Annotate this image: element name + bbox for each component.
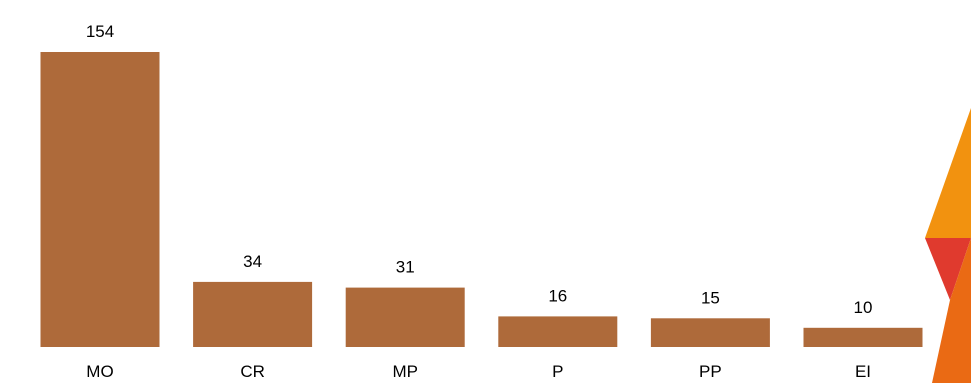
value-label-ei: 10	[854, 298, 873, 317]
bar-cr	[193, 281, 313, 347]
category-label-mo: MO	[86, 362, 113, 381]
decor-shape-bottom	[932, 238, 971, 383]
bar-p	[498, 316, 618, 347]
category-label-ei: EI	[855, 362, 871, 381]
value-label-pp: 15	[701, 288, 720, 307]
category-label-pp: PP	[699, 362, 722, 381]
category-label-p: P	[552, 362, 563, 381]
category-labels-group: MO CR MP P PP EI	[86, 362, 871, 381]
value-label-mp: 31	[396, 258, 415, 277]
category-label-mp: MP	[392, 362, 418, 381]
bar-mo	[40, 52, 160, 347]
value-label-mo: 154	[86, 22, 114, 41]
value-label-p: 16	[548, 286, 567, 305]
bar-mp	[345, 287, 465, 347]
value-label-cr: 34	[243, 252, 262, 271]
category-label-cr: CR	[240, 362, 265, 381]
bar-ei	[803, 327, 923, 347]
bars-group	[40, 52, 923, 347]
decor-shape-top	[925, 108, 971, 238]
bar-pp	[650, 318, 770, 347]
decor-shape-middle	[925, 238, 971, 300]
decorative-shape	[925, 108, 971, 383]
value-labels-group: 154 34 31 16 15 10	[86, 22, 873, 317]
